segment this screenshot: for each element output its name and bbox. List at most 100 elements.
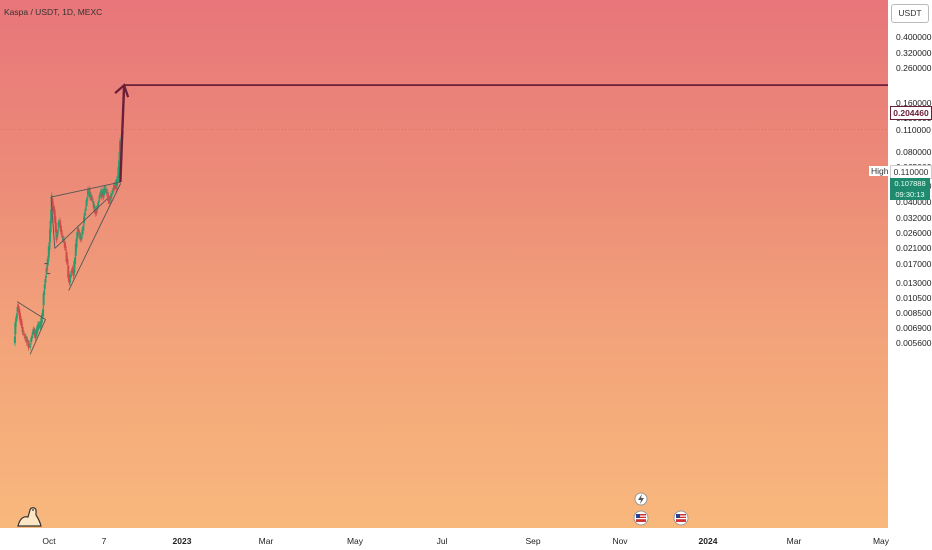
time-tick-label: Jul bbox=[436, 536, 448, 546]
price-tick-label: 0.021000 bbox=[896, 243, 932, 254]
candle-body bbox=[43, 292, 46, 295]
us-flag-event-icon[interactable] bbox=[633, 510, 649, 526]
candle-body bbox=[24, 336, 27, 339]
candle-body bbox=[117, 167, 120, 179]
candle-body bbox=[21, 326, 24, 333]
candle-body bbox=[44, 279, 47, 283]
time-tick-label: Mar bbox=[258, 536, 274, 546]
candle-body bbox=[14, 322, 17, 335]
candle-body bbox=[95, 211, 98, 213]
candle-body bbox=[14, 325, 17, 327]
candle-body bbox=[40, 317, 43, 325]
candle-body bbox=[39, 324, 42, 328]
triangle-lower-line bbox=[29, 319, 46, 355]
candle-body bbox=[78, 232, 81, 234]
candle-body bbox=[112, 189, 115, 191]
candle-body bbox=[63, 241, 66, 248]
price-axis[interactable] bbox=[888, 0, 932, 528]
candle-body bbox=[111, 190, 114, 193]
flash-event-icon[interactable] bbox=[634, 492, 648, 506]
candle-body bbox=[19, 315, 22, 318]
candle-body bbox=[76, 232, 79, 239]
candle-body bbox=[30, 338, 33, 343]
candle-body bbox=[56, 232, 59, 238]
price-tick-label: 0.010500 bbox=[896, 293, 932, 304]
candle-body bbox=[64, 246, 67, 249]
candle-body bbox=[77, 230, 80, 233]
candle-body bbox=[71, 267, 74, 270]
candle-body bbox=[51, 198, 54, 204]
candle-body bbox=[85, 200, 88, 206]
candle-body bbox=[116, 178, 119, 183]
candle-body bbox=[104, 188, 107, 190]
candle-body bbox=[105, 189, 108, 191]
candle-body bbox=[54, 216, 57, 224]
candle-body bbox=[67, 265, 70, 278]
candle-body bbox=[87, 192, 90, 194]
candle-body bbox=[43, 284, 46, 289]
last-price-tag: 0.107888 09:30:13 bbox=[890, 178, 930, 200]
candle-body bbox=[48, 242, 51, 250]
time-tick-label: Nov bbox=[612, 536, 628, 546]
price-tick-label: 0.110000 bbox=[896, 124, 931, 135]
symbol-legend[interactable]: Kaspa / USDT, 1D, MEXC bbox=[4, 7, 103, 17]
candle-body bbox=[83, 216, 86, 224]
candle-body bbox=[118, 160, 121, 171]
time-tick-label: May bbox=[872, 536, 890, 546]
wedge-mid-line bbox=[54, 198, 108, 249]
projection-arrow-head bbox=[114, 83, 130, 98]
price-tick-label: 0.080000 bbox=[896, 147, 932, 158]
candle-body bbox=[49, 220, 52, 233]
candle-body bbox=[72, 270, 75, 277]
candle-body bbox=[83, 212, 86, 217]
candle-body bbox=[20, 322, 23, 324]
candle-body bbox=[18, 309, 21, 312]
candle-body bbox=[54, 222, 57, 233]
candle-body bbox=[94, 209, 97, 214]
candle-body bbox=[60, 230, 63, 232]
candle-body bbox=[20, 319, 23, 326]
candle-body bbox=[53, 209, 56, 220]
candle-body bbox=[33, 331, 36, 333]
time-tick-label: 2024 bbox=[698, 536, 718, 546]
candle-body bbox=[47, 260, 50, 262]
candle-body bbox=[79, 235, 82, 238]
candle-body bbox=[15, 315, 18, 318]
candle-body bbox=[91, 198, 94, 201]
candle-body bbox=[98, 195, 101, 199]
us-flag-event-icon[interactable] bbox=[673, 510, 689, 526]
time-tick-label: 2023 bbox=[172, 536, 192, 546]
dino-logo-icon bbox=[17, 507, 42, 527]
price-tick-label: 0.026000 bbox=[896, 228, 932, 239]
high-label: High bbox=[869, 166, 891, 176]
candle-body bbox=[73, 261, 76, 273]
price-tick-label: 0.017000 bbox=[896, 258, 932, 269]
candle-body bbox=[44, 275, 47, 278]
time-axis[interactable] bbox=[0, 528, 932, 550]
currency-button[interactable]: USDT bbox=[891, 4, 929, 23]
candle-body bbox=[40, 321, 43, 323]
candle-body bbox=[37, 324, 40, 328]
candle-body bbox=[108, 202, 111, 204]
candle-body bbox=[34, 333, 37, 339]
price-tick-label: 0.400000 bbox=[896, 32, 932, 42]
candle-body bbox=[47, 246, 50, 258]
candle-body bbox=[97, 205, 100, 207]
price-tick-label: 0.005600 bbox=[896, 338, 932, 349]
price-chart-svg[interactable] bbox=[0, 0, 888, 528]
candle-body bbox=[51, 202, 54, 204]
bar-countdown: 09:30:13 bbox=[895, 190, 925, 199]
candle-body bbox=[115, 185, 118, 189]
candle-body bbox=[32, 329, 35, 331]
candle-body bbox=[118, 152, 121, 163]
candle-body bbox=[74, 243, 77, 256]
candle-body bbox=[33, 330, 36, 336]
plot-area[interactable] bbox=[0, 0, 888, 528]
candle-body bbox=[31, 331, 34, 334]
candle-body bbox=[22, 331, 25, 333]
candle-body bbox=[45, 268, 48, 273]
candle-body bbox=[74, 257, 77, 265]
price-tick-label: 0.260000 bbox=[896, 62, 932, 73]
